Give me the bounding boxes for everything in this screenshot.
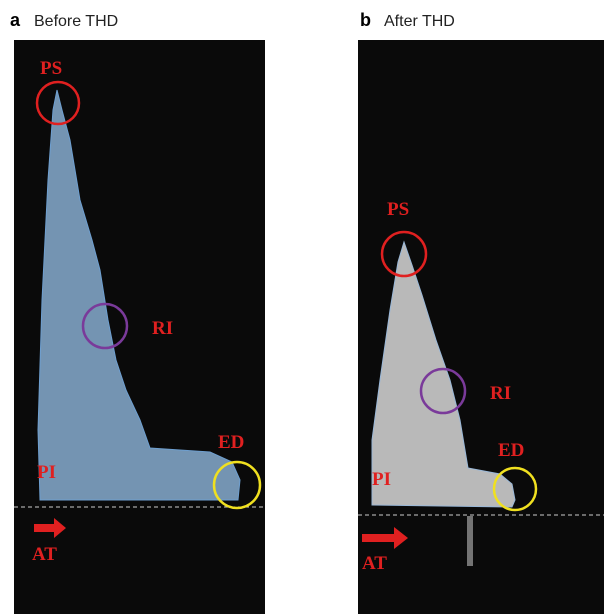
at-label: AT xyxy=(362,553,387,574)
ed-label: ED xyxy=(498,440,524,461)
pi-label: PI xyxy=(37,462,56,483)
ps-label: PS xyxy=(387,199,409,220)
figure: a Before THD PS RI ED PI AT b After THD … xyxy=(0,0,604,614)
ri-label: RI xyxy=(152,318,173,339)
ri-label: RI xyxy=(490,383,511,404)
artifact xyxy=(467,516,473,566)
panel-letter: b xyxy=(360,10,371,30)
pi-label: PI xyxy=(372,469,391,490)
panel-letter: a xyxy=(10,10,21,30)
panel-title: Before THD xyxy=(34,13,118,30)
panel-title: After THD xyxy=(384,13,455,30)
ps-label: PS xyxy=(40,58,62,79)
at-label: AT xyxy=(32,544,57,565)
ed-label: ED xyxy=(218,432,244,453)
